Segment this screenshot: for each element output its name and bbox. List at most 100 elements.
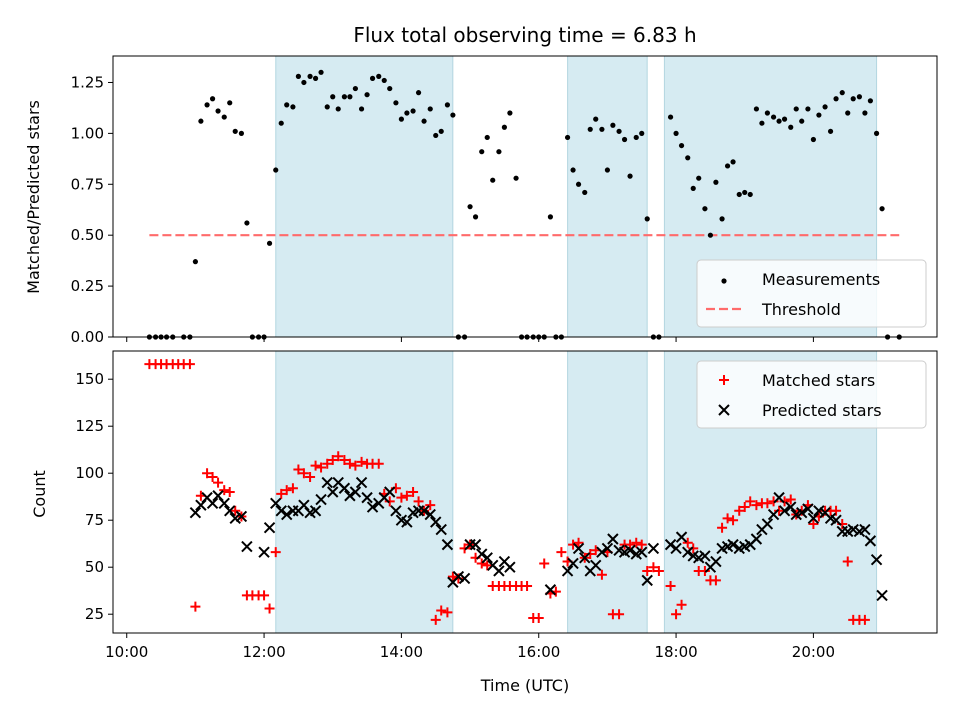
y-tick-label: 1.25 xyxy=(71,73,104,91)
data-point xyxy=(352,85,358,92)
predicted-star-point xyxy=(859,523,871,536)
matched-star-point xyxy=(442,607,453,618)
matched-star-point xyxy=(436,605,447,616)
legend-marker-predicted xyxy=(718,404,730,416)
observing-window xyxy=(275,55,454,338)
data-point xyxy=(747,191,753,198)
data-point xyxy=(633,134,639,141)
data-point xyxy=(301,79,307,86)
data-point xyxy=(444,102,451,108)
data-point xyxy=(369,75,376,81)
data-point xyxy=(438,128,444,134)
data-point xyxy=(221,114,227,120)
matched-star-point xyxy=(699,565,710,576)
matched-star-point xyxy=(305,471,316,482)
matched-star-point xyxy=(734,505,745,516)
matched-star-point xyxy=(768,496,779,507)
data-point xyxy=(685,155,691,161)
data-point xyxy=(805,106,811,112)
predicted-star-point xyxy=(699,550,711,562)
matched-star-point xyxy=(356,456,367,467)
predicted-star-point xyxy=(469,538,482,551)
data-point xyxy=(678,142,685,149)
data-point xyxy=(616,128,622,134)
data-point xyxy=(856,94,863,100)
data-point xyxy=(204,102,210,108)
matched-star-point xyxy=(585,549,596,560)
predicted-star-point xyxy=(596,546,608,558)
predicted-star-point xyxy=(682,546,694,558)
data-point xyxy=(667,114,674,120)
data-point xyxy=(862,110,868,116)
predicted-star-point xyxy=(670,542,682,555)
predicted-star-point xyxy=(504,561,516,573)
legend-marker-measurements xyxy=(721,278,727,284)
predicted-star-point xyxy=(338,482,351,494)
data-point xyxy=(290,104,296,110)
data-point xyxy=(867,98,873,104)
matched-star-point xyxy=(785,494,796,505)
matched-star-point xyxy=(533,612,544,623)
matched-star-point xyxy=(539,558,550,569)
data-point xyxy=(822,104,828,110)
matched-star-point xyxy=(408,487,419,497)
predicted-star-point xyxy=(710,555,722,568)
data-point xyxy=(335,106,341,112)
data-point xyxy=(713,179,719,185)
legend-box xyxy=(696,259,927,328)
x-tick-label: 10:00 xyxy=(105,643,148,661)
predicted-star-point xyxy=(767,508,780,521)
legend-box xyxy=(696,360,927,429)
observing-window xyxy=(275,350,454,634)
matched-star-point xyxy=(779,496,790,507)
predicted-star-point xyxy=(785,501,797,513)
data-point xyxy=(433,132,439,139)
predicted-star-point xyxy=(206,497,219,509)
predicted-star-point xyxy=(321,476,333,489)
data-point xyxy=(587,126,593,132)
predicted-star-point xyxy=(309,505,322,517)
data-point xyxy=(793,106,799,112)
data-point xyxy=(192,259,198,265)
legend-label: Threshold xyxy=(761,300,841,319)
y-tick-label: 150 xyxy=(75,370,104,388)
predicted-star-point xyxy=(675,531,688,543)
x-tick-label: 12:00 xyxy=(242,643,285,661)
matched-star-point xyxy=(339,455,350,466)
y-tick-label: 125 xyxy=(75,417,104,435)
matched-star-point xyxy=(751,500,762,511)
matched-star-point xyxy=(556,547,567,558)
predicted-star-point xyxy=(189,506,202,519)
data-point xyxy=(736,191,742,198)
data-point xyxy=(450,112,456,118)
predicted-star-point xyxy=(258,546,270,558)
matched-star-point xyxy=(568,539,579,550)
data-point xyxy=(358,106,365,112)
data-point xyxy=(621,136,628,143)
predicted-star-point xyxy=(344,490,356,502)
data-point xyxy=(599,126,605,132)
predicted-star-point xyxy=(418,505,430,517)
legend: Matched stars Predicted stars xyxy=(696,360,927,429)
matched-star-point xyxy=(676,599,687,610)
matched-star-point xyxy=(327,455,338,466)
data-point xyxy=(404,110,410,116)
data-point xyxy=(719,216,725,222)
data-point xyxy=(827,128,834,134)
matched-star-point xyxy=(259,590,270,601)
data-point xyxy=(215,108,221,114)
data-point xyxy=(570,167,576,173)
data-point xyxy=(627,173,633,179)
predicted-star-point xyxy=(224,505,236,517)
data-point xyxy=(341,94,348,100)
data-point xyxy=(799,118,805,124)
matched-star-point xyxy=(310,460,321,471)
predicted-star-point xyxy=(327,486,339,498)
y-tick-label: 25 xyxy=(85,605,104,623)
predicted-star-point xyxy=(218,497,230,509)
matched-star-point xyxy=(774,505,785,516)
predicted-star-point xyxy=(647,542,660,555)
data-point xyxy=(364,92,370,98)
data-point xyxy=(850,96,856,102)
x-axis-label: Time (UTC) xyxy=(480,676,569,695)
